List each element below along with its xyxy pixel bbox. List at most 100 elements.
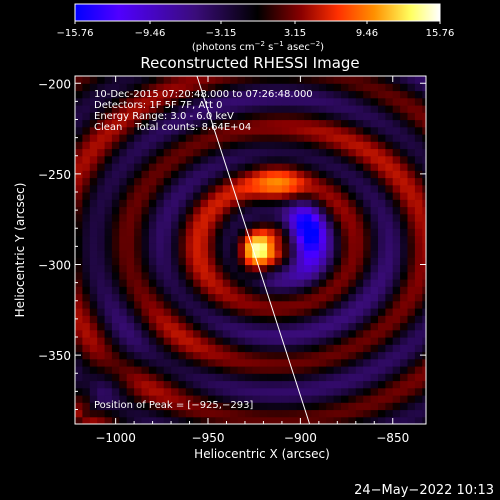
heatmap-cell: [400, 83, 409, 92]
heatmap-cell: [252, 344, 261, 353]
heatmap-cell: [185, 105, 194, 113]
heatmap-cell: [237, 126, 246, 135]
heatmap-cell: [289, 90, 298, 99]
heatmap-cell: [400, 177, 409, 186]
heatmap-cell: [318, 155, 327, 164]
heatmap-cell: [245, 293, 253, 302]
heatmap-cell: [422, 184, 426, 193]
heatmap-cell: [400, 221, 409, 229]
heatmap-cell: [126, 315, 135, 324]
heatmap-cell: [348, 300, 357, 309]
heatmap-cell: [104, 148, 113, 157]
heatmap-cell: [341, 199, 349, 208]
heatmap-cell: [296, 286, 305, 295]
heatmap-cell: [289, 300, 298, 309]
heatmap-cell: [82, 112, 91, 121]
heatmap-cell: [230, 213, 239, 222]
heatmap-cell: [318, 170, 327, 179]
heatmap-cell: [200, 97, 209, 106]
heatmap-cell: [75, 90, 83, 99]
heatmap-cell: [318, 387, 327, 396]
heatmap-cell: [348, 192, 357, 200]
heatmap-cell: [134, 322, 143, 331]
heatmap-cell: [148, 322, 157, 331]
heatmap-cell: [363, 155, 372, 164]
heatmap-cell: [311, 184, 320, 193]
heatmap-cell: [185, 366, 194, 374]
heatmap-cell: [200, 235, 209, 244]
heatmap-cell: [200, 329, 209, 338]
heatmap-cell: [156, 242, 165, 251]
heatmap-cell: [274, 395, 283, 403]
heatmap-cell: [245, 409, 253, 418]
heatmap-cell: [392, 235, 401, 244]
annotations: 10-Dec-2015 07:20:48.000 to 07:26:48.000…: [94, 89, 313, 411]
heatmap-cell: [252, 126, 261, 135]
heatmap-cell: [304, 213, 313, 222]
heatmap-cell: [237, 105, 246, 113]
heatmap-cell: [274, 170, 283, 179]
heatmap-cell: [97, 242, 106, 251]
heatmap-cell: [281, 380, 290, 389]
heatmap-cell: [311, 221, 320, 229]
heatmap-cell: [333, 97, 342, 106]
heatmap-cell: [267, 286, 276, 295]
heatmap-cell: [119, 322, 128, 331]
heatmap-cell: [193, 264, 202, 273]
heatmap-cell: [97, 105, 106, 113]
heatmap-cell: [222, 409, 231, 418]
heatmap-cell: [200, 308, 209, 316]
heatmap-cell: [304, 308, 313, 316]
heatmap-cell: [326, 315, 335, 324]
heatmap-cell: [252, 416, 261, 424]
heatmap-cell: [311, 402, 320, 411]
heatmap-cell: [208, 213, 216, 222]
heatmap-cell: [97, 141, 106, 150]
heatmap-cell: [267, 315, 276, 324]
heatmap-cell: [304, 192, 313, 200]
heatmap-cell: [134, 409, 143, 418]
heatmap-cell: [252, 300, 261, 309]
heatmap-cell: [163, 271, 172, 280]
heatmap-cell: [119, 402, 128, 411]
heatmap-cell: [407, 351, 416, 360]
heatmap-cell: [208, 148, 216, 157]
heatmap-cell: [274, 199, 283, 208]
heatmap-cell: [75, 206, 83, 215]
heatmap-cell: [355, 308, 364, 316]
heatmap-cell: [156, 380, 165, 389]
heatmap-cell: [156, 141, 165, 150]
heatmap-cell: [400, 228, 409, 237]
heatmap-cell: [281, 286, 290, 295]
heatmap-cell: [208, 228, 216, 237]
heatmap-cell: [89, 387, 98, 396]
heatmap-cell: [296, 126, 305, 135]
heatmap-cell: [341, 366, 349, 374]
heatmap-cell: [141, 380, 150, 389]
heatmap-cell: [126, 76, 135, 84]
heatmap-cell: [111, 126, 120, 135]
heatmap-cell: [134, 257, 143, 266]
heatmap-cell: [119, 228, 128, 237]
heatmap-cell: [333, 402, 342, 411]
heatmap-cell: [111, 170, 120, 179]
heatmap-cell: [171, 300, 180, 309]
colorbar-tick-label: −3.15: [206, 28, 237, 39]
heatmap-cell: [281, 315, 290, 324]
heatmap-cell: [75, 126, 83, 135]
heatmap-cell: [355, 148, 364, 157]
heatmap-cell: [422, 286, 426, 295]
heatmap-cell: [245, 90, 253, 99]
heatmap-cell: [289, 242, 298, 251]
heatmap-cell: [208, 380, 216, 389]
heatmap-cell: [245, 83, 253, 92]
heatmap-cell: [414, 300, 423, 309]
heatmap-cell: [311, 105, 320, 113]
heatmap-cell: [267, 250, 276, 258]
heatmap-cell: [200, 279, 209, 287]
heatmap-cell: [252, 228, 261, 237]
heatmap-cell: [126, 119, 135, 128]
heatmap-cell: [370, 199, 379, 208]
heatmap-cell: [134, 83, 143, 92]
heatmap-cell: [355, 206, 364, 215]
